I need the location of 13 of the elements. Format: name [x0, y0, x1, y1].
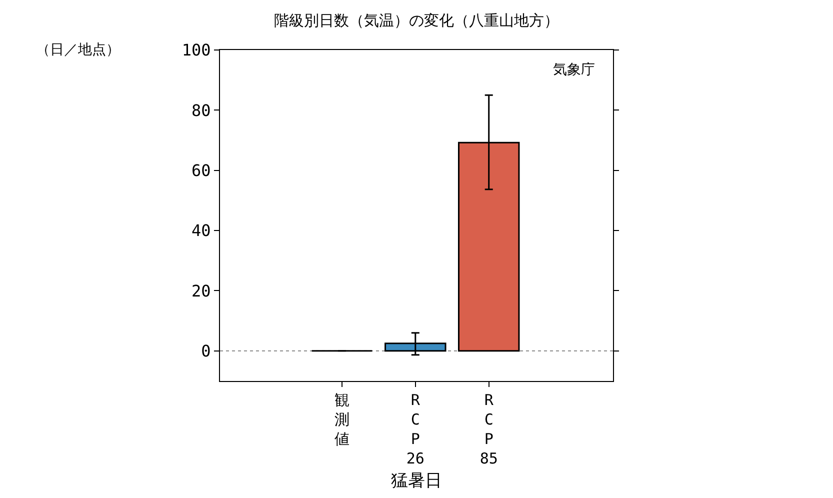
y-tick-label: 40 [192, 221, 211, 240]
text: 気象庁 [553, 62, 595, 78]
y-tick-label: 100 [182, 40, 211, 60]
y-tick-label: 20 [192, 281, 211, 300]
y-axis-title: （日／地点） [36, 42, 120, 58]
y-tick-label: 60 [192, 160, 211, 180]
y-tick-label: 0 [201, 342, 211, 361]
chart-title: 階級別日数（気温）の変化（八重山地方） [274, 11, 559, 30]
y-tick-label: 80 [192, 100, 211, 120]
x-tick-label: RCP85 [480, 391, 498, 468]
x-axis-title: 猛暑日 [391, 471, 442, 491]
x-tick-label: RCP26 [406, 391, 424, 468]
x-tick-label: 観測値 [334, 391, 350, 448]
